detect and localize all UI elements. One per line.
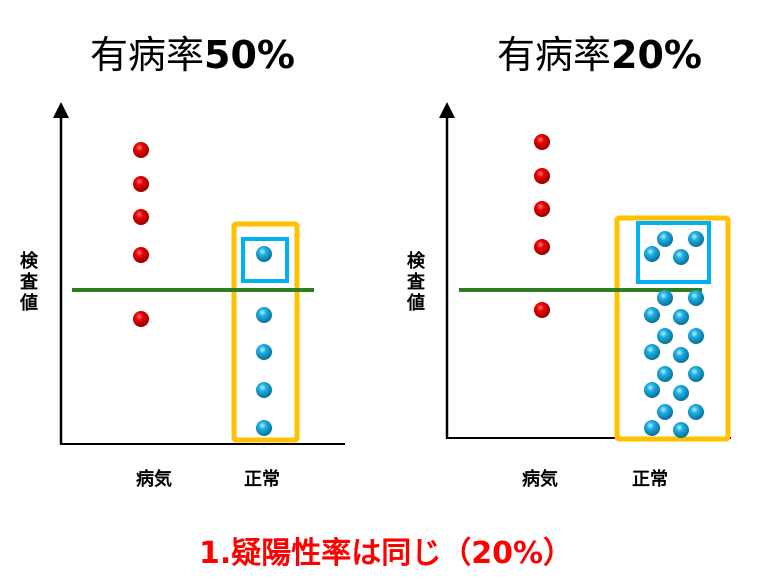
title-prefix: 有病率 (497, 33, 612, 77)
panel-1-y-axis-label: 検 査 値 (19, 251, 39, 314)
panel-1-chart (53, 102, 345, 445)
y-axis-arrow-icon (53, 102, 69, 118)
title-value: 20% (611, 33, 702, 77)
panel-2-x-label-normal: 正常 (632, 469, 668, 490)
title-value: 50% (204, 33, 295, 77)
normal-group-box (231, 221, 300, 443)
y-axis-arrow-icon (439, 102, 455, 118)
panel-2-title: 有病率20% (497, 24, 702, 79)
false-positive-box (636, 221, 711, 284)
y-label-char: 検 (407, 251, 425, 272)
disease-dots (133, 142, 149, 327)
conclusion-caption: 1.疑陽性率は同じ（20%） (198, 536, 574, 571)
panel-2-x-label-disease: 病気 (522, 469, 558, 490)
panel-1-x-label-disease: 病気 (136, 469, 172, 490)
false-positive-box (241, 237, 289, 283)
normal-dots (644, 231, 704, 438)
y-label-char: 査 (407, 272, 425, 293)
normal-dots (256, 246, 272, 436)
panel-1-title: 有病率50% (90, 24, 295, 79)
y-label-char: 値 (20, 293, 38, 314)
disease-dots (534, 134, 550, 318)
panel-1-x-label-normal: 正常 (244, 469, 280, 490)
panel-2-chart (439, 102, 731, 442)
y-label-char: 査 (20, 272, 38, 293)
y-label-char: 値 (407, 293, 425, 314)
title-prefix: 有病率 (90, 33, 205, 77)
y-label-char: 検 (20, 251, 38, 272)
normal-group-box (614, 215, 731, 442)
panel-2-y-axis-label: 検 査 値 (406, 251, 426, 314)
